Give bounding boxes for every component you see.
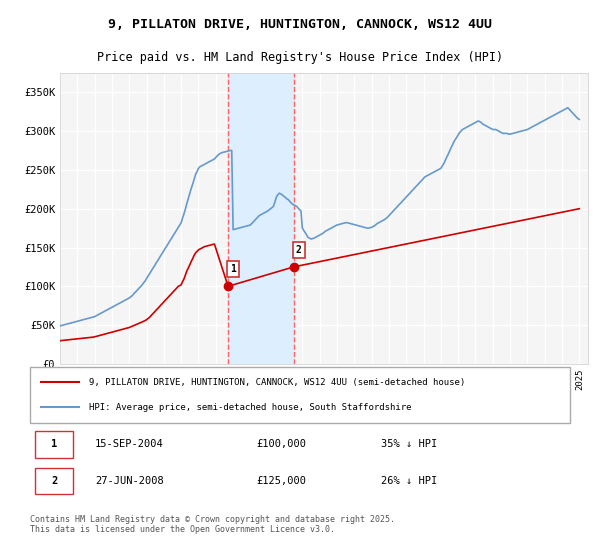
Text: 1: 1	[230, 264, 236, 274]
Text: 9, PILLATON DRIVE, HUNTINGTON, CANNOCK, WS12 4UU: 9, PILLATON DRIVE, HUNTINGTON, CANNOCK, …	[108, 18, 492, 31]
Text: HPI: Average price, semi-detached house, South Staffordshire: HPI: Average price, semi-detached house,…	[89, 403, 412, 412]
Text: £125,000: £125,000	[257, 476, 307, 486]
Text: 15-SEP-2004: 15-SEP-2004	[95, 439, 164, 449]
Text: 2: 2	[296, 245, 302, 255]
Text: Contains HM Land Registry data © Crown copyright and database right 2025.
This d: Contains HM Land Registry data © Crown c…	[30, 515, 395, 534]
Text: Price paid vs. HM Land Registry's House Price Index (HPI): Price paid vs. HM Land Registry's House …	[97, 51, 503, 64]
FancyBboxPatch shape	[35, 431, 73, 458]
Text: 2: 2	[51, 476, 58, 486]
Text: 9, PILLATON DRIVE, HUNTINGTON, CANNOCK, WS12 4UU (semi-detached house): 9, PILLATON DRIVE, HUNTINGTON, CANNOCK, …	[89, 378, 466, 387]
FancyBboxPatch shape	[30, 367, 570, 423]
Text: 1: 1	[51, 439, 58, 449]
FancyBboxPatch shape	[35, 468, 73, 494]
Text: £100,000: £100,000	[257, 439, 307, 449]
Text: 27-JUN-2008: 27-JUN-2008	[95, 476, 164, 486]
Bar	[228, 73, 293, 364]
Text: 35% ↓ HPI: 35% ↓ HPI	[381, 439, 437, 449]
Text: 26% ↓ HPI: 26% ↓ HPI	[381, 476, 437, 486]
